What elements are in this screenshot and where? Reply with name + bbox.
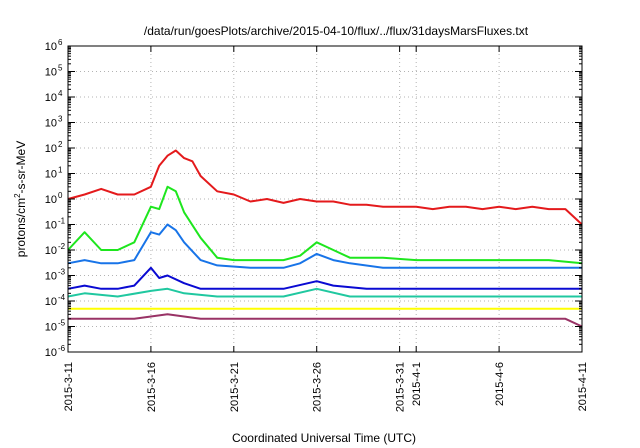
- y-tick-exponent: 3: [58, 115, 63, 124]
- y-tick-label: 10: [45, 245, 57, 257]
- y-tick-exponent: -5: [58, 319, 66, 328]
- y-tick-label: 10: [45, 67, 57, 79]
- y-tick-labels: 10 -610 -510 -410 -310 -210 -110 010 110 210 310 41…: [45, 38, 66, 359]
- chart-title: /data/run/goesPlots/archive/2015-04-10/f…: [144, 24, 529, 38]
- y-tick-exponent: 1: [58, 166, 63, 175]
- y-tick-label: 10: [45, 143, 57, 155]
- series-line-4: [67, 266, 582, 290]
- y-tick-label: 10: [45, 194, 57, 206]
- x-axis-title: Coordinated Universal Time (UTC): [232, 431, 416, 445]
- y-tick-exponent: -6: [58, 344, 66, 353]
- y-tick-exponent: -1: [58, 217, 66, 226]
- x-tick-label: 2015-4-11: [577, 362, 589, 411]
- grid-lines: [68, 46, 582, 352]
- series-line-1: [67, 149, 583, 226]
- y-tick-exponent: 2: [58, 140, 63, 149]
- y-tick-label: 10: [45, 169, 57, 181]
- y-tick-exponent: -3: [58, 268, 66, 277]
- y-tick-exponent: 0: [58, 191, 63, 200]
- y-axis-title-prefix: protons/cm: [14, 198, 28, 257]
- x-tick-label: 2015-3-21: [229, 362, 241, 412]
- series-line-7: [68, 313, 583, 328]
- y-tick-exponent: -2: [58, 242, 66, 251]
- y-tick-exponent: -4: [58, 293, 66, 302]
- y-tick-label: 10: [45, 347, 57, 359]
- x-tick-label: 2015-3-26: [312, 362, 324, 412]
- y-tick-label: 10: [45, 220, 57, 232]
- series-lines: [67, 149, 583, 328]
- x-tick-label: 2015-4-1: [411, 362, 423, 406]
- x-tick-label: 2015-4-6: [494, 362, 506, 406]
- y-axis-title-suffix: -s-sr-MeV: [14, 141, 28, 194]
- y-axis-title-superscript: 2: [13, 193, 22, 198]
- series-line-3: [67, 223, 582, 269]
- x-tick-labels: 2015-3-11 2015-3-16 2015-3-21 2015-3-26 2015…: [63, 362, 589, 412]
- y-tick-label: 10: [45, 271, 57, 283]
- x-tick-label: 2015-3-11: [63, 362, 75, 411]
- y-tick-label: 10: [45, 118, 57, 130]
- y-tick-label: 10: [45, 296, 57, 308]
- x-tick-label: 2015-3-16: [146, 362, 158, 412]
- series-line-5: [67, 287, 582, 298]
- y-axis-title: protons/cm2-s-sr-MeV: [13, 141, 28, 257]
- y-tick-exponent: 5: [58, 64, 63, 73]
- axis-ticks: [67, 45, 583, 353]
- series-line-2: [67, 185, 583, 265]
- y-tick-label: 10: [45, 322, 57, 334]
- y-tick-label: 10: [45, 92, 57, 104]
- y-tick-exponent: 6: [58, 38, 63, 47]
- x-tick-label: 2015-3-31: [395, 362, 407, 412]
- y-tick-exponent: 4: [58, 89, 63, 98]
- y-tick-label: 10: [45, 41, 57, 53]
